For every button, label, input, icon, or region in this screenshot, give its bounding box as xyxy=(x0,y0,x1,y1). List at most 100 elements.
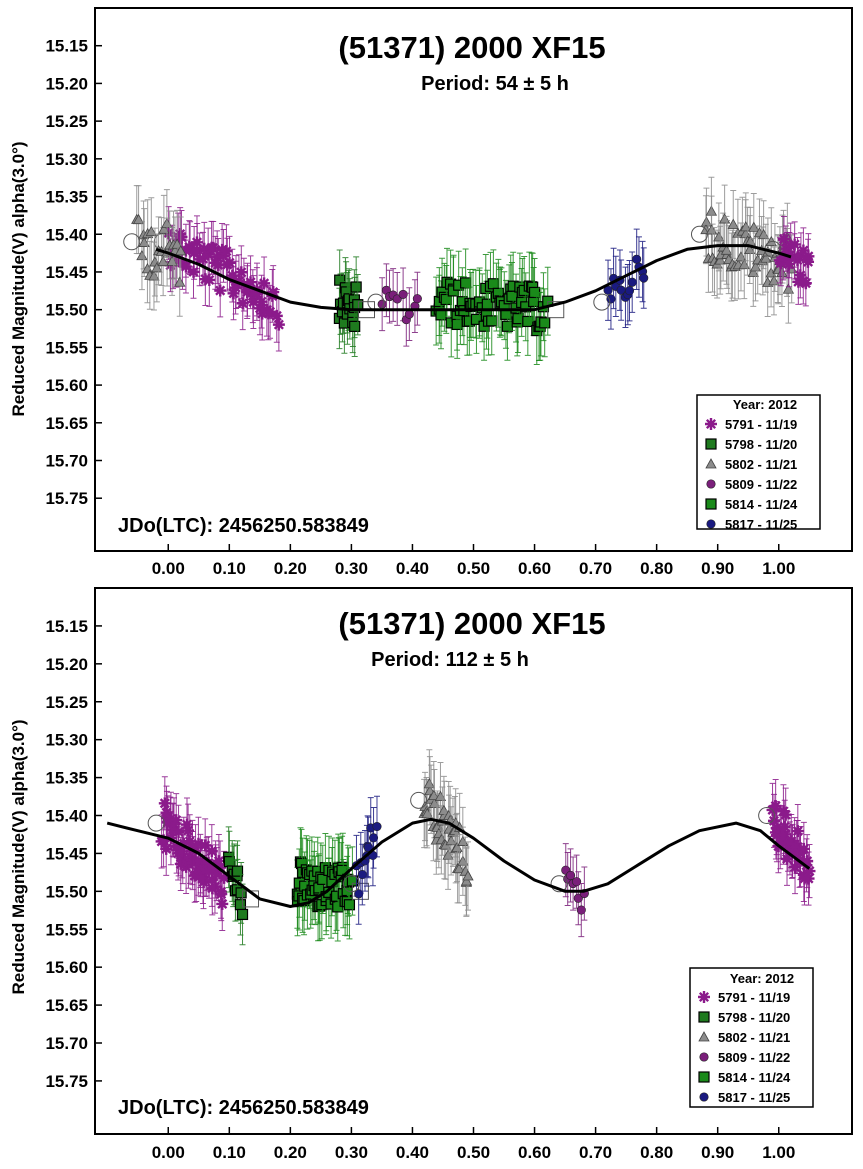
legend-entry: 5817 - 11/25 xyxy=(699,1090,790,1105)
data-point xyxy=(253,302,266,315)
data-point xyxy=(175,245,187,256)
legend-entry: 5798 - 11/20 xyxy=(705,437,797,452)
data-point xyxy=(231,865,244,877)
legend-marker xyxy=(705,418,717,430)
legend-label: 5814 - 11/24 xyxy=(725,497,798,512)
data-point xyxy=(627,277,637,287)
data-point xyxy=(158,797,171,810)
reference-marker xyxy=(147,814,165,832)
y-tick-label: 15.35 xyxy=(45,769,88,788)
reference-marker xyxy=(758,807,776,824)
data-point xyxy=(196,870,209,883)
data-point xyxy=(244,276,257,289)
data-point xyxy=(740,221,752,232)
x-tick-label: 0.80 xyxy=(640,559,673,578)
data-point xyxy=(802,872,815,885)
legend-entry: 5814 - 11/24 xyxy=(705,497,798,512)
y-tick-label: 15.45 xyxy=(45,263,88,282)
data-point xyxy=(180,860,193,873)
y-tick-label: 15.50 xyxy=(45,301,88,320)
legend-box xyxy=(689,967,814,1108)
data-point xyxy=(794,249,807,262)
panel-top: Reduced Magnitude(V) alpha(3.0°) 15.1515… xyxy=(9,7,853,578)
data-point xyxy=(151,262,163,273)
data-point xyxy=(744,243,756,255)
x-tick-label: 0.80 xyxy=(640,1143,673,1162)
y-tick-label: 15.20 xyxy=(45,655,88,674)
data-point xyxy=(215,888,228,901)
data-point xyxy=(212,855,225,868)
data-point xyxy=(180,818,193,831)
data-point xyxy=(398,289,408,299)
y-tick-label: 15.35 xyxy=(45,188,88,207)
data-point xyxy=(779,242,792,255)
x-tick-label: 0.30 xyxy=(335,559,368,578)
x-tick-label: 0.40 xyxy=(396,559,429,578)
data-point xyxy=(203,273,216,286)
data-point xyxy=(196,252,209,265)
x-tick-label: 0.20 xyxy=(274,1143,307,1162)
data-point xyxy=(207,241,220,254)
x-tick-labels: 0.00 0.10 0.20 0.30 0.40 0.50 0.60 0.70 0.80 0.90… xyxy=(152,544,795,578)
data-point xyxy=(202,248,215,261)
y-tick-label: 15.25 xyxy=(45,112,88,131)
y-tick-label: 15.55 xyxy=(45,920,88,939)
legend-label: 5809 - 11/22 xyxy=(725,477,797,492)
data-point xyxy=(217,249,230,262)
y-tick-label: 15.45 xyxy=(45,844,88,863)
legend-marker xyxy=(705,458,717,469)
data-point xyxy=(236,297,249,310)
y-tick-label: 15.75 xyxy=(45,1072,88,1091)
data-point xyxy=(782,258,795,271)
data-point xyxy=(779,808,792,821)
y-tick-label: 15.30 xyxy=(45,731,88,750)
data-point xyxy=(191,243,204,256)
x-tick-labels: 0.00 0.10 0.20 0.30 0.40 0.50 0.60 0.70 0.80 0.90… xyxy=(152,1127,795,1162)
data-point xyxy=(786,845,799,858)
data-point xyxy=(170,254,183,267)
legend-label: 5798 - 11/20 xyxy=(725,437,797,452)
y-tick-label: 15.20 xyxy=(45,74,88,93)
data-point xyxy=(226,269,239,282)
y-tick-labels: 15.15 15.20 15.25 15.30 15.35 15.40 15.45 15.50… xyxy=(45,37,102,508)
data-point xyxy=(445,834,457,846)
legend-entry: 5817 - 11/25 xyxy=(706,517,797,532)
data-point xyxy=(187,265,200,278)
series-5814 xyxy=(291,827,369,942)
legend-label: 5802 - 11/21 xyxy=(718,1030,790,1045)
chart-title: (51371) 2000 XF15 xyxy=(338,30,605,65)
data-point xyxy=(208,880,221,893)
legend: Year: 2012 5791 - 11/19 5798 - 11/20 5802 … xyxy=(689,967,814,1108)
data-point xyxy=(735,251,747,262)
data-point xyxy=(270,309,283,322)
y-axis-label: Reduced Magnitude(V) alpha(3.0°) xyxy=(9,719,28,994)
data-point xyxy=(460,277,472,289)
data-point xyxy=(423,778,436,789)
data-point xyxy=(788,238,801,251)
data-point xyxy=(256,307,269,320)
y-tick-label: 15.70 xyxy=(45,1034,88,1053)
plot-area xyxy=(123,176,815,366)
data-point xyxy=(267,286,280,299)
data-point xyxy=(214,284,227,297)
data-point xyxy=(211,251,224,264)
data-point xyxy=(145,225,157,237)
data-point xyxy=(212,258,225,271)
y-axis-label: Reduced Magnitude(V) alpha(3.0°) xyxy=(9,141,28,416)
x-tick-label: 0.60 xyxy=(518,1143,551,1162)
data-point xyxy=(218,871,231,884)
series-5802 xyxy=(123,185,187,317)
data-point xyxy=(184,242,197,255)
series-5791 xyxy=(147,776,231,931)
data-point xyxy=(216,897,229,910)
data-point xyxy=(738,258,750,270)
data-point xyxy=(784,239,797,252)
data-point xyxy=(576,905,586,915)
legend-label: 5817 - 11/25 xyxy=(718,1090,790,1105)
data-point xyxy=(572,877,582,887)
reference-marker xyxy=(593,293,611,311)
y-tick-label: 15.55 xyxy=(45,338,88,357)
legend-entry: 5798 - 11/20 xyxy=(698,1010,790,1025)
data-point xyxy=(412,294,422,304)
